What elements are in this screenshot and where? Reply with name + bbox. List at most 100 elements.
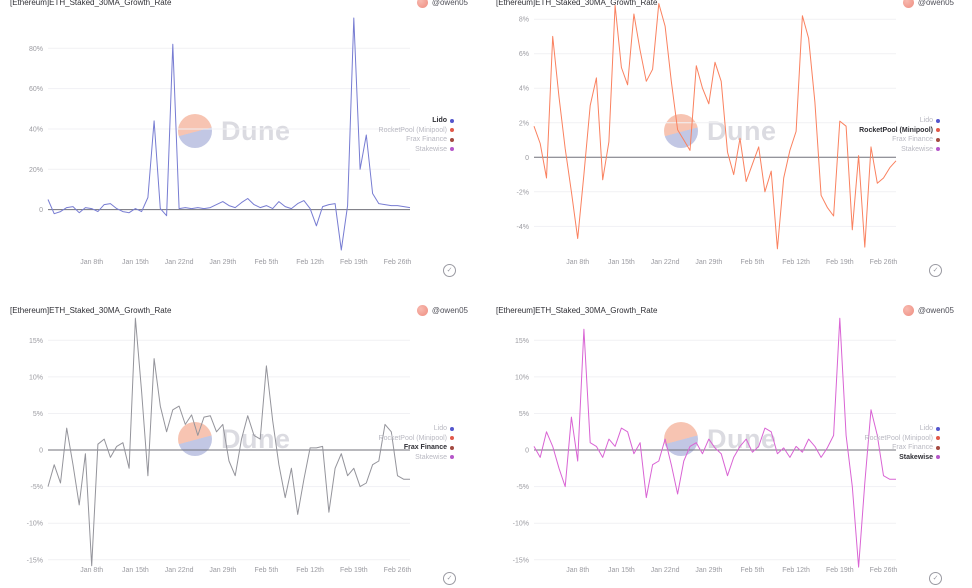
legend-item-rocketpool-minipool-[interactable]: RocketPool (Minipool) (379, 434, 454, 444)
legend-item-frax-finance[interactable]: Frax Finance (379, 443, 454, 453)
x-tick-label: Jan 8th (80, 259, 103, 266)
author-badge[interactable]: @owen05 (416, 305, 468, 316)
legend-label: RocketPool (Minipool) (378, 434, 447, 442)
x-tick-label: Jan 22nd (165, 567, 194, 574)
data-line (533, 3, 897, 250)
check-circle-icon[interactable]: ✓ (929, 572, 942, 585)
author-badge[interactable]: @owen05 (902, 305, 954, 316)
y-tick-label: 0 (525, 155, 529, 162)
y-tick-label: -2% (517, 189, 529, 196)
legend-item-frax-finance[interactable]: Frax Finance (865, 443, 940, 453)
chart-title: [Ethereum]ETH_Staked_30MA_Growth_Rate (496, 0, 658, 7)
y-tick-label: 0 (39, 448, 43, 455)
author-avatar-icon (416, 0, 428, 8)
legend-label: RocketPool (Minipool) (378, 126, 447, 134)
x-tick-label: Feb 19th (826, 567, 854, 574)
legend-label: Lido (432, 117, 447, 125)
x-tick-label: Feb 19th (340, 567, 368, 574)
y-tick-label: 4% (519, 86, 529, 93)
legend-dot-icon (936, 426, 940, 431)
legend-item-stakewise[interactable]: Stakewise (379, 145, 454, 155)
legend-label: Frax Finance (403, 444, 447, 452)
chart-title: [Ethereum]ETH_Staked_30MA_Growth_Rate (496, 306, 658, 315)
legend-label: Stakewise (415, 453, 447, 461)
author-name: @owen05 (431, 306, 468, 315)
legend-label: Lido (919, 425, 933, 433)
legend-item-lido[interactable]: Lido (379, 424, 454, 434)
legend-item-lido[interactable]: Lido (865, 424, 940, 434)
x-tick-label: Feb 5th (741, 567, 765, 574)
legend-item-stakewise[interactable]: Stakewise (379, 453, 454, 463)
legend-dot-icon (450, 128, 454, 133)
legend-label: Frax Finance (892, 136, 933, 144)
chart-panel: [Ethereum]ETH_Staked_30MA_Growth_Rate @o… (486, 0, 972, 312)
author-badge[interactable]: @owen05 (902, 0, 954, 8)
check-circle-icon[interactable]: ✓ (443, 264, 456, 277)
x-tick-label: Jan 15th (608, 567, 635, 574)
x-tick-label: Feb 5th (741, 259, 765, 266)
x-tick-label: Jan 8th (566, 567, 589, 574)
x-tick-label: Feb 5th (255, 567, 279, 574)
line-chart: 15% 10% 5% 0 -5% -10% -15% Jan 8th Jan 15th Jan 2… (513, 317, 897, 574)
legend-dot-icon (936, 128, 940, 133)
x-tick-label: Jan 8th (566, 259, 589, 266)
legend-label: RocketPool (Minipool) (859, 126, 933, 134)
legend-label: Stakewise (901, 145, 933, 153)
data-line (47, 317, 410, 567)
dune-watermark: Dune (178, 114, 291, 148)
y-tick-label: -15% (27, 557, 43, 564)
legend-label: Stakewise (899, 453, 933, 461)
legend-item-frax-finance[interactable]: Frax Finance (379, 135, 454, 145)
y-tick-label: 5% (519, 411, 529, 418)
y-tick-label: 0 (525, 448, 529, 455)
y-tick-label: 15% (515, 338, 529, 345)
legend-label: Frax Finance (892, 444, 933, 452)
legend-item-stakewise[interactable]: Stakewise (859, 145, 940, 155)
chart-legend: Lido RocketPool (Minipool) Frax Finance Sta… (379, 116, 454, 154)
x-tick-label: Feb 26th (870, 259, 898, 266)
author-name: @owen05 (917, 306, 954, 315)
legend-label: RocketPool (Minipool) (864, 434, 933, 442)
y-tick-label: 8% (519, 17, 529, 24)
x-tick-label: Jan 29th (695, 567, 722, 574)
y-tick-label: -4% (517, 224, 529, 231)
legend-dot-icon (936, 436, 940, 441)
dune-watermark-text: Dune (707, 115, 777, 146)
legend-label: Lido (919, 117, 933, 125)
y-tick-label: -5% (31, 484, 43, 491)
x-tick-label: Feb 12th (296, 567, 324, 574)
y-tick-label: 15% (29, 338, 43, 345)
author-badge[interactable]: @owen05 (416, 0, 468, 8)
y-tick-label: -10% (513, 521, 529, 528)
legend-item-rocketpool-minipool-[interactable]: RocketPool (Minipool) (859, 126, 940, 136)
chart-title: [Ethereum]ETH_Staked_30MA_Growth_Rate (10, 0, 172, 7)
y-tick-label: -10% (27, 521, 43, 528)
chart-panel: [Ethereum]ETH_Staked_30MA_Growth_Rate @o… (0, 300, 486, 588)
y-tick-label: 60% (29, 86, 43, 93)
legend-dot-icon (450, 147, 454, 152)
legend-dot-icon (450, 137, 454, 142)
legend-item-stakewise[interactable]: Stakewise (865, 453, 940, 463)
legend-dot-icon (936, 445, 940, 450)
legend-item-rocketpool-minipool-[interactable]: RocketPool (Minipool) (865, 434, 940, 444)
legend-dot-icon (936, 455, 940, 460)
legend-item-rocketpool-minipool-[interactable]: RocketPool (Minipool) (379, 126, 454, 136)
legend-dot-icon (450, 436, 454, 441)
x-tick-label: Feb 12th (296, 259, 324, 266)
check-circle-icon[interactable]: ✓ (443, 572, 456, 585)
chart-panel: [Ethereum]ETH_Staked_30MA_Growth_Rate @o… (0, 0, 486, 312)
line-chart: 15% 10% 5% 0 -5% -10% -15% Jan 8th Jan 15th Jan 2… (27, 317, 411, 574)
author-name: @owen05 (431, 0, 468, 7)
check-circle-icon[interactable]: ✓ (929, 264, 942, 277)
author-avatar-icon (902, 305, 914, 316)
x-tick-label: Feb 5th (255, 259, 279, 266)
legend-dot-icon (450, 455, 454, 460)
legend-dot-icon (450, 445, 454, 450)
y-tick-label: 80% (29, 46, 43, 53)
legend-item-lido[interactable]: Lido (859, 116, 940, 126)
legend-label: Stakewise (415, 145, 447, 153)
legend-item-frax-finance[interactable]: Frax Finance (859, 135, 940, 145)
legend-item-lido[interactable]: Lido (379, 116, 454, 126)
line-chart: 8% 6% 4% 2% 0 -2% -4% Jan 8th Jan 15th Jan 22nd Ja… (517, 3, 898, 266)
dune-watermark-text: Dune (221, 115, 291, 146)
